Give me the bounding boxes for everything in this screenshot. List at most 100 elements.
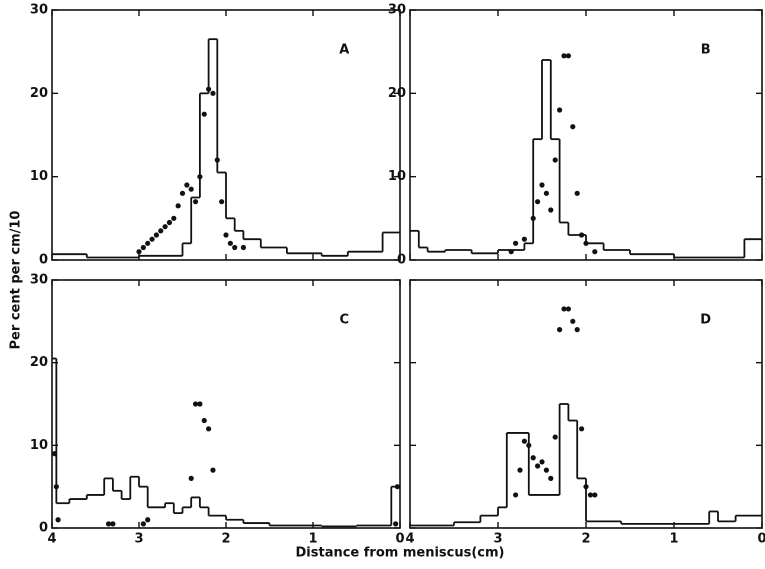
- dot: [179, 190, 186, 196]
- dot: [539, 459, 545, 465]
- panel-label: C: [340, 313, 350, 328]
- y-tick-label: 20: [30, 86, 48, 101]
- dot: [171, 215, 177, 221]
- dot: [561, 53, 567, 59]
- x-tick-label: 4: [47, 532, 56, 547]
- dot: [206, 86, 212, 92]
- dot: [574, 190, 580, 196]
- x-tick-label: 4: [405, 532, 414, 547]
- dot: [552, 157, 558, 163]
- dot: [162, 224, 168, 230]
- dot: [565, 306, 572, 312]
- dot: [583, 484, 589, 490]
- dot: [201, 417, 207, 424]
- dot: [214, 157, 220, 163]
- dot: [517, 467, 523, 473]
- panel-label: D: [700, 313, 711, 328]
- dot: [394, 484, 400, 490]
- dot: [583, 240, 589, 246]
- dot: [393, 521, 399, 527]
- dot: [539, 182, 545, 188]
- dot: [140, 521, 146, 527]
- dot: [535, 463, 541, 469]
- dot: [574, 327, 580, 333]
- x-tick-label: 3: [493, 532, 502, 547]
- dot: [530, 455, 536, 461]
- x-tick-label: 1: [308, 532, 317, 547]
- dot: [513, 492, 519, 498]
- x-tick-label: 3: [134, 532, 143, 547]
- dot: [206, 426, 212, 432]
- y-tick-label: 10: [388, 169, 406, 184]
- y-tick-label: 30: [30, 3, 48, 18]
- dot: [184, 182, 190, 188]
- dot: [565, 53, 572, 59]
- dot: [592, 249, 598, 255]
- y-tick-label: 30: [30, 273, 48, 288]
- dot: [227, 240, 233, 246]
- dot: [548, 475, 554, 481]
- x-tick-label: 2: [221, 532, 230, 547]
- dot: [105, 521, 112, 527]
- dot: [561, 306, 567, 312]
- dot: [145, 517, 151, 523]
- dot: [592, 492, 598, 498]
- dot: [232, 244, 238, 251]
- panel-label: A: [339, 43, 349, 58]
- y-tick-label: 20: [388, 86, 406, 101]
- y-tick-label: 0: [397, 253, 406, 268]
- dot: [149, 236, 155, 242]
- dot: [557, 327, 563, 333]
- dot: [513, 240, 519, 246]
- dot: [192, 401, 199, 407]
- dot: [166, 219, 173, 226]
- x-tick-label: 0: [757, 532, 765, 547]
- dot: [587, 492, 594, 498]
- dot: [192, 199, 199, 205]
- dot: [530, 215, 536, 221]
- x-axis-label: Distance from meniscus(cm): [296, 546, 505, 561]
- dot: [223, 232, 229, 238]
- dot: [140, 244, 146, 251]
- dot: [219, 199, 225, 205]
- dot: [210, 90, 216, 96]
- dot: [521, 236, 528, 242]
- y-axis-label: Per cent per cm/10: [9, 211, 24, 350]
- dot: [197, 401, 203, 407]
- dot: [543, 190, 550, 196]
- panel-label: B: [701, 43, 711, 58]
- dot: [579, 232, 585, 238]
- dot: [52, 451, 58, 457]
- dot: [110, 521, 116, 527]
- dot: [55, 517, 61, 523]
- y-tick-label: 30: [388, 3, 406, 18]
- dot: [535, 199, 541, 205]
- dot: [53, 484, 59, 490]
- dot: [136, 249, 142, 255]
- dot: [579, 426, 585, 432]
- y-tick-label: 0: [39, 521, 48, 536]
- y-tick-label: 0: [39, 253, 48, 268]
- dot: [175, 203, 181, 209]
- dot: [188, 475, 194, 481]
- dot: [145, 240, 151, 246]
- dot: [240, 244, 246, 251]
- dot: [158, 228, 164, 234]
- dot: [557, 107, 563, 113]
- dot: [570, 124, 576, 130]
- dot: [508, 249, 514, 255]
- dot: [526, 442, 532, 448]
- dot: [570, 318, 576, 324]
- dot: [548, 207, 554, 213]
- dot: [153, 232, 159, 238]
- y-tick-label: 20: [30, 355, 48, 370]
- dot: [201, 111, 207, 117]
- y-tick-label: 10: [30, 438, 48, 453]
- dot: [543, 467, 550, 473]
- dot: [197, 174, 203, 180]
- dot: [188, 186, 194, 192]
- dot: [210, 467, 216, 473]
- dot: [552, 434, 558, 440]
- x-tick-label: 0: [395, 532, 404, 547]
